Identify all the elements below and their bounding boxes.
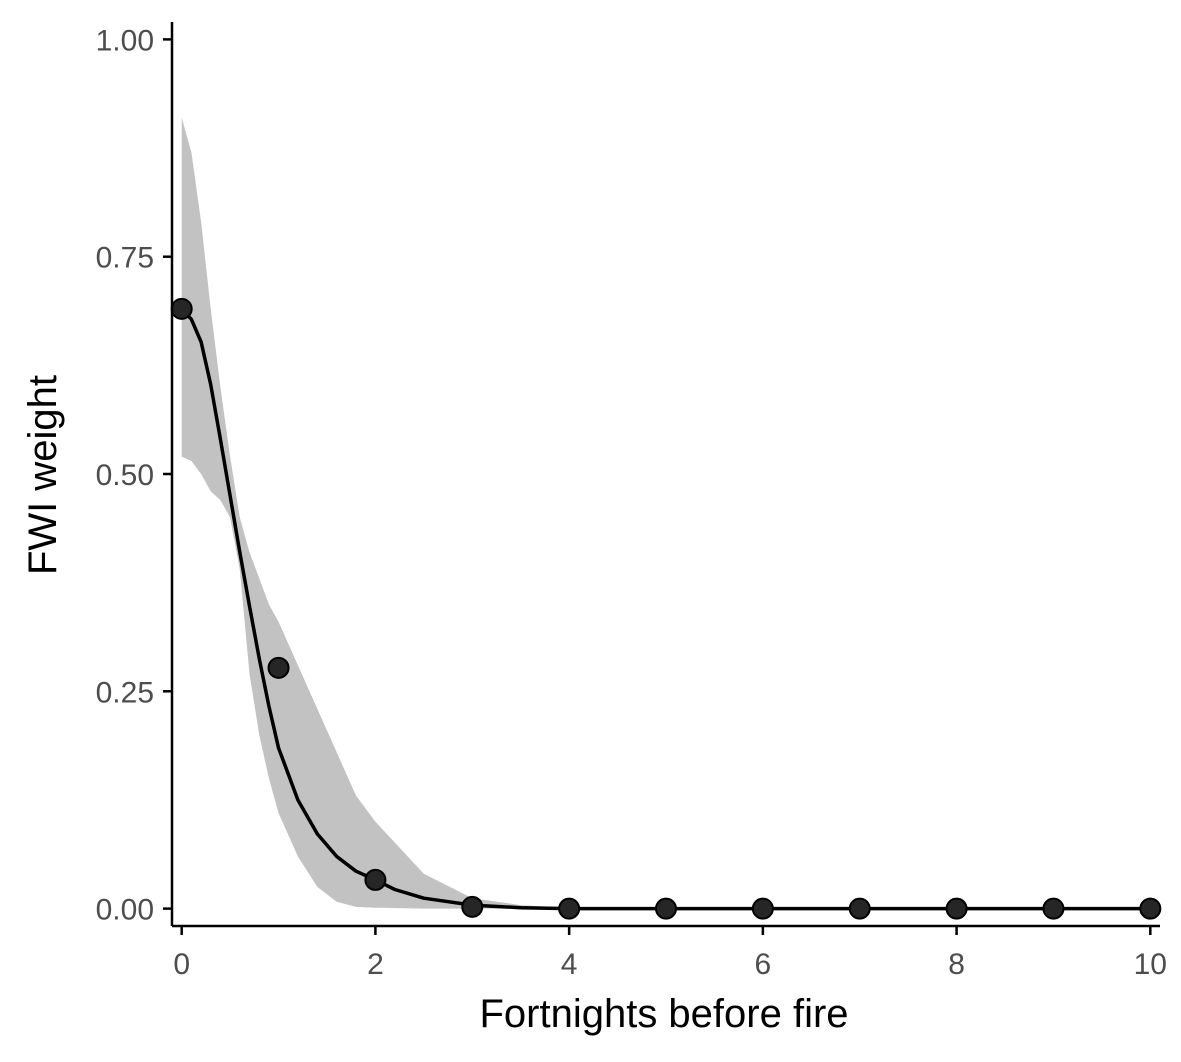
x-tick-label: 2 <box>367 948 384 981</box>
y-tick-label: 1.00 <box>96 24 154 57</box>
data-point <box>461 895 484 918</box>
data-point <box>751 897 774 920</box>
fitted-line-layer <box>179 307 1153 911</box>
data-point <box>1139 897 1162 920</box>
fitted-line <box>179 307 1153 911</box>
data-point <box>170 297 193 320</box>
data-point <box>267 656 290 679</box>
data-point <box>945 897 968 920</box>
y-tick-label: 0.50 <box>96 459 154 492</box>
y-axis-title: FWI weight <box>21 375 65 575</box>
data-point <box>655 897 677 920</box>
x-axis-title: Fortnights before fire <box>479 992 848 1036</box>
data-points-layer <box>170 297 1162 920</box>
x-tick-label: 4 <box>561 948 578 981</box>
y-tick-label: 0.25 <box>96 676 154 709</box>
data-point <box>364 868 387 891</box>
x-tick-label: 10 <box>1134 948 1167 981</box>
x-tick-label: 8 <box>948 948 965 981</box>
data-point <box>558 897 581 920</box>
y-tick-label: 0.00 <box>96 894 154 927</box>
data-point <box>848 897 871 920</box>
axes-layer: 0.00 0.25 0.50 0.75 1.00 0 2 4 6 8 10 <box>96 22 1167 981</box>
x-tick-label: 0 <box>173 948 190 981</box>
data-point <box>1042 897 1065 920</box>
y-tick-label: 0.75 <box>96 242 154 275</box>
x-tick-label: 6 <box>755 948 772 981</box>
